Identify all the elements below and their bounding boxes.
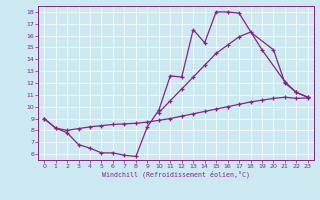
X-axis label: Windchill (Refroidissement éolien,°C): Windchill (Refroidissement éolien,°C)	[102, 171, 250, 178]
